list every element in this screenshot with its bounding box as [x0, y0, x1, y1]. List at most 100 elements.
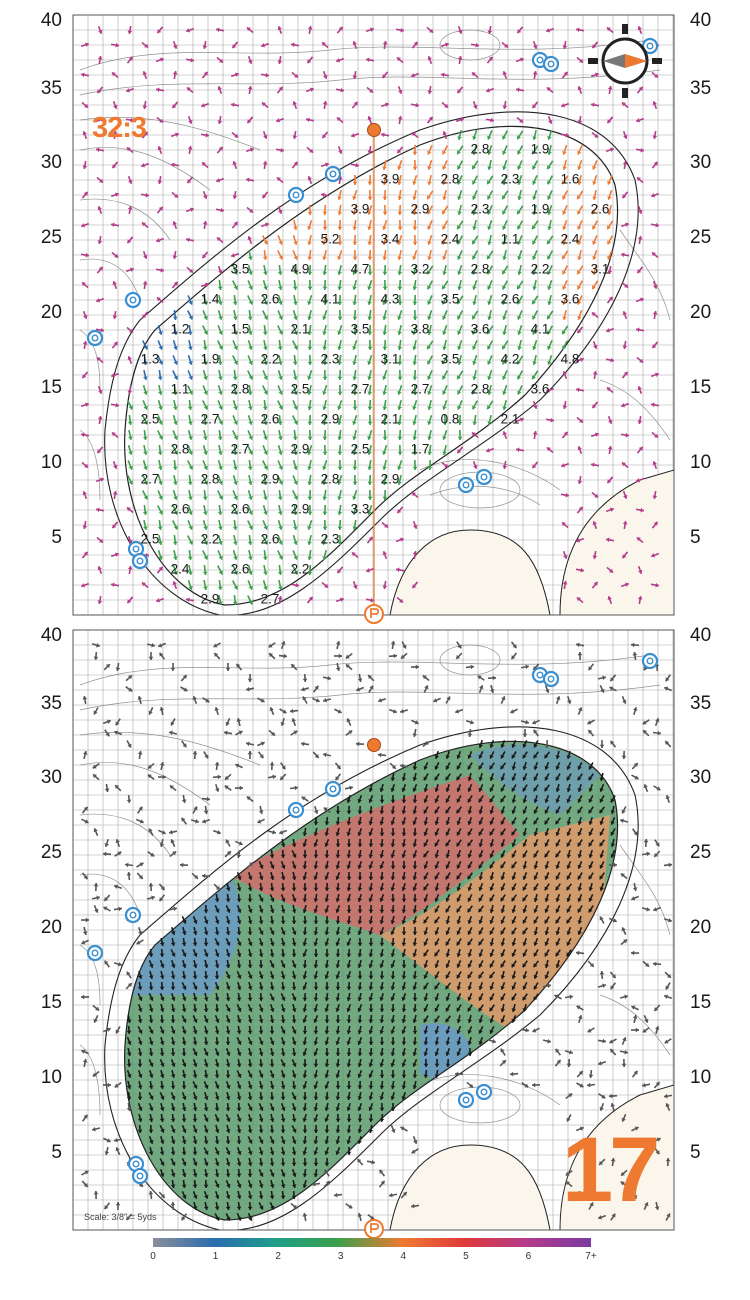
- slope-arrow-head: [337, 391, 343, 395]
- slope-arrow-head: [280, 920, 286, 924]
- slope-arrow-head: [258, 953, 264, 957]
- slope-arrow-head: [562, 330, 567, 335]
- slope-arrow-head: [397, 165, 402, 170]
- slope-arrow-head: [357, 1052, 363, 1056]
- slope-arrow-head: [313, 1051, 318, 1056]
- slope-arrow-head: [225, 887, 231, 891]
- slope-arrow-head: [115, 667, 121, 671]
- slope-arrow-head: [412, 1062, 417, 1067]
- slope-arrow-head: [470, 664, 474, 670]
- slope-arrow-head: [562, 345, 567, 350]
- slope-arrow-head: [393, 653, 397, 659]
- slope-arrow-head: [533, 898, 539, 902]
- slope-arrow-head: [609, 507, 614, 512]
- slope-arrow-head: [302, 920, 308, 924]
- slope-arrow-head: [262, 256, 268, 260]
- slope-arrow-head: [204, 282, 209, 287]
- slope-arrow-head: [173, 495, 178, 500]
- slope-arrow-head: [142, 511, 148, 515]
- slope-arrow-head: [472, 226, 477, 230]
- slope-arrow-head: [181, 817, 186, 822]
- slope-arrow-head: [115, 1029, 120, 1034]
- slope-arrow-head: [259, 864, 264, 869]
- slope-arrow-head: [357, 854, 363, 858]
- slope-arrow-head: [577, 897, 582, 902]
- slope-arrow-head: [397, 256, 402, 260]
- slope-arrow-head: [442, 421, 448, 425]
- slope-arrow-head: [269, 707, 274, 712]
- slope-arrow-head: [525, 664, 529, 670]
- slope-arrow-head: [607, 225, 612, 230]
- slope-arrow-head: [643, 730, 648, 735]
- slope-arrow-head: [352, 286, 357, 290]
- slope-arrow-head: [346, 920, 352, 924]
- slope-arrow-head: [467, 787, 472, 792]
- slope-arrow-head: [263, 134, 268, 139]
- slope-arrow-head: [547, 270, 552, 275]
- slope-arrow-head: [489, 743, 494, 748]
- slope-arrow-head: [412, 997, 418, 1001]
- slope-arrow-head: [500, 754, 505, 759]
- slope-arrow-head: [478, 996, 483, 1001]
- sprinkler-icon: [287, 186, 305, 204]
- slope-arrow-head: [427, 451, 433, 455]
- slope-arrow-head: [427, 285, 432, 290]
- slope-arrow-head: [217, 511, 223, 515]
- slope-arrow-head: [263, 360, 268, 365]
- slope-arrow-head: [412, 733, 418, 737]
- slope-arrow-head: [173, 906, 177, 912]
- slope-arrow-head: [277, 496, 283, 500]
- slope-arrow-head: [313, 876, 318, 880]
- slope-arrow-head: [511, 754, 516, 759]
- slope-arrow-head: [280, 1052, 286, 1056]
- slope-arrow-head: [258, 964, 264, 968]
- slope-arrow-head: [442, 375, 447, 380]
- slope-arrow-head: [415, 102, 419, 108]
- slope-arrow-head: [258, 1019, 264, 1023]
- slope-arrow-head: [313, 1030, 319, 1034]
- slope-arrow-head: [397, 390, 402, 395]
- slope-arrow-head: [282, 709, 287, 714]
- slope-arrow-head: [562, 210, 567, 215]
- slope-arrow-head: [181, 1041, 187, 1045]
- slope-arrow-head: [533, 404, 538, 409]
- slope-arrow-head: [82, 931, 88, 935]
- slope-arrow-head: [606, 328, 611, 333]
- slope-arrow-head: [390, 887, 396, 891]
- slope-arrow-head: [313, 842, 318, 847]
- slope-arrow-head: [467, 920, 472, 924]
- slope-arrow-head: [434, 887, 440, 891]
- slope-arrow-head: [193, 806, 198, 811]
- slope-arrow-head: [544, 886, 549, 891]
- slope-arrow-head: [106, 1027, 111, 1032]
- slope-arrow-head: [291, 664, 296, 669]
- slope-arrow-head: [225, 839, 230, 844]
- slope-arrow-head: [577, 240, 582, 245]
- slope-arrow-head: [467, 953, 473, 957]
- slope-arrow-head: [270, 1040, 275, 1045]
- slope-arrow-head: [427, 466, 433, 470]
- slope-arrow-head: [225, 1107, 231, 1111]
- slope-arrow-head: [290, 708, 294, 714]
- slope-arrow-head: [445, 953, 451, 957]
- slope-arrow-head: [390, 641, 396, 645]
- slope-arrow-head: [478, 919, 483, 924]
- slope-arrow-head: [137, 975, 143, 979]
- slope-arrow-head: [442, 405, 447, 410]
- slope-arrow-head: [263, 240, 268, 245]
- slope-arrow-head: [412, 964, 418, 968]
- slope-arrow-head: [324, 583, 329, 588]
- slope-arrow-head: [258, 986, 264, 990]
- slope-arrow-head: [456, 820, 461, 825]
- slope-arrow-head: [413, 524, 418, 529]
- slope-arrow-head: [390, 953, 396, 957]
- slope-arrow-head: [142, 105, 148, 109]
- slope-arrow-head: [412, 391, 418, 395]
- slope-arrow-head: [352, 451, 358, 455]
- slope-arrow-head: [270, 975, 275, 979]
- slope-arrow-head: [292, 1107, 297, 1111]
- slope-arrow-head: [159, 942, 165, 946]
- slope-arrow-head: [390, 1052, 396, 1056]
- slope-arrow-head: [367, 196, 373, 200]
- slope-arrow-head: [158, 480, 163, 485]
